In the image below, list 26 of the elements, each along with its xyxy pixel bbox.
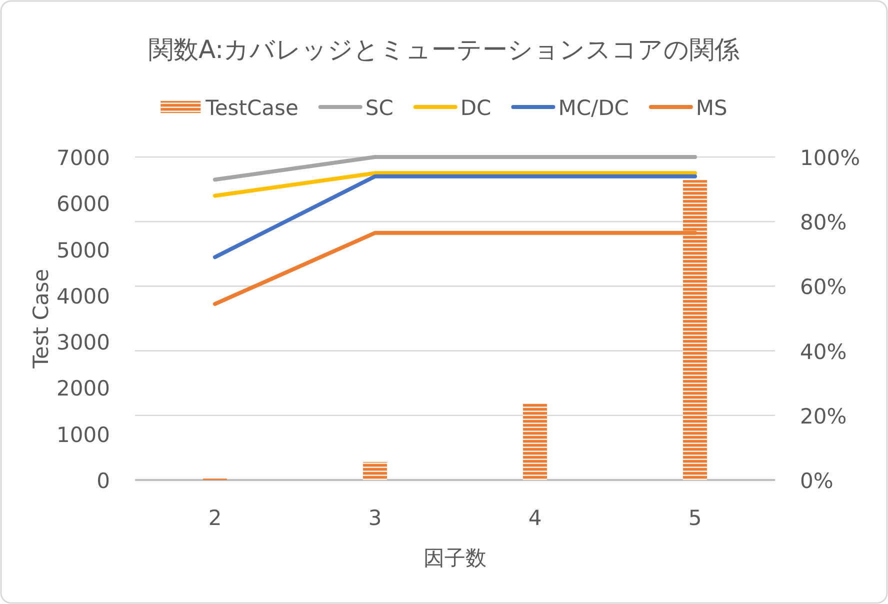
y2-tick-label: 20% xyxy=(800,404,847,428)
x-tick-label: 5 xyxy=(688,506,702,530)
y2-tick-label: 40% xyxy=(800,340,847,364)
y-axis-title: Test Case xyxy=(29,268,53,370)
chart-title: 関数A:カバレッジとミューテーションスコアの関係 xyxy=(148,35,740,64)
x-tick-label: 4 xyxy=(528,506,542,530)
legend-label: MC/DC xyxy=(558,96,629,120)
y-tick-label: 2000 xyxy=(56,376,110,401)
legend-label: SC xyxy=(365,96,394,120)
legend-label: MS xyxy=(696,96,728,120)
x-axis-title: 因子数 xyxy=(424,546,486,570)
y-tick-label: 3000 xyxy=(56,330,110,355)
y2-tick-label: 0% xyxy=(800,469,834,493)
legend-label: DC xyxy=(460,96,492,120)
y-tick-label: 1000 xyxy=(56,422,110,447)
y2-tick-label: 100% xyxy=(800,146,860,170)
y2-tick-label: 60% xyxy=(800,275,847,300)
y-tick-label: 6000 xyxy=(56,192,110,216)
x-tick-label: 3 xyxy=(368,506,382,530)
y-tick-label: 4000 xyxy=(56,284,110,308)
y-tick-label: 5000 xyxy=(56,238,110,262)
y2-tick-label: 80% xyxy=(800,210,847,235)
x-tick-label: 2 xyxy=(208,506,222,530)
legend-label: TestCase xyxy=(204,96,298,120)
y-tick-label: 0 xyxy=(96,469,110,493)
y-tick-label: 7000 xyxy=(56,146,110,170)
